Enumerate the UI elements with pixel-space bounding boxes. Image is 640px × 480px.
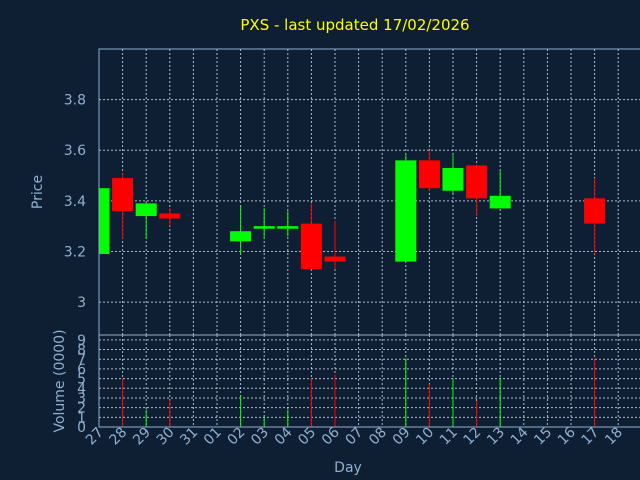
candle-body — [584, 198, 606, 224]
candle — [159, 208, 181, 227]
volume-tick-label: 5 — [77, 372, 86, 388]
candle — [98, 188, 110, 255]
price-tick-label: 3.8 — [64, 93, 86, 109]
candle-body — [112, 178, 134, 211]
x-tick-label: 27 — [83, 425, 107, 449]
candle-body — [466, 165, 488, 199]
y-axis-label: Price — [30, 175, 46, 209]
candle-body — [395, 160, 417, 262]
x-tick-label: 14 — [508, 424, 532, 448]
candle-body — [300, 223, 322, 270]
x-tick-label: 08 — [366, 425, 390, 449]
candle-body — [489, 195, 511, 209]
candle — [324, 221, 346, 270]
volume-panel-frame — [98, 334, 640, 428]
volume-tick-label: 2 — [77, 401, 86, 417]
volume-tick-label: 3 — [77, 391, 86, 407]
x-tick-label: 05 — [295, 425, 319, 449]
candle — [442, 155, 464, 194]
x-tick-label: 03 — [248, 425, 272, 449]
x-tick-label: 18 — [602, 425, 626, 449]
price-tick-labels: 3 3.2 3.4 3.6 3.8 — [64, 93, 86, 311]
candle-body — [418, 160, 440, 189]
candle — [253, 208, 275, 239]
x-tick-label: 07 — [343, 425, 367, 449]
volume-tick-label: 6 — [77, 362, 86, 378]
x-tick-label: 02 — [225, 425, 249, 449]
x-tick-label: 31 — [177, 425, 201, 449]
candle — [135, 203, 157, 239]
price-tick-label: 3.4 — [64, 194, 86, 210]
x-tick-label: 04 — [272, 424, 296, 448]
candle — [300, 203, 322, 270]
volume-axis-label: Volume (0000) — [52, 329, 68, 432]
x-tick-label: 15 — [531, 425, 555, 449]
candle-body — [135, 203, 157, 217]
chart-title: PXS - last updated 17/02/2026 — [240, 16, 469, 34]
candle — [466, 165, 488, 217]
candle-body — [99, 188, 110, 255]
volume-tick-label: 7 — [77, 352, 86, 368]
volume-tick-label: 4 — [77, 381, 86, 397]
x-tick-label: 13 — [484, 425, 508, 449]
x-tick-label: 11 — [437, 425, 461, 449]
x-tick-label: 01 — [201, 425, 225, 449]
x-tick-label: 29 — [130, 425, 154, 449]
candles — [98, 150, 606, 270]
x-tick-label: 10 — [413, 425, 437, 449]
volume-grid — [99, 335, 640, 427]
price-tick-label: 3.6 — [64, 143, 86, 159]
x-axis-label: Day — [334, 460, 362, 476]
candle — [584, 178, 606, 255]
x-tick-label: 17 — [579, 425, 603, 449]
price-tick-label: 3.2 — [64, 244, 86, 260]
candle — [277, 210, 299, 237]
candle-body — [277, 226, 299, 229]
candle-body — [442, 167, 464, 191]
x-tick-label: 16 — [555, 424, 579, 448]
volume-tick-label: 0 — [77, 420, 86, 436]
x-tick-label: 06 — [319, 424, 343, 448]
candle — [395, 155, 417, 262]
x-tick-label: 30 — [154, 425, 178, 449]
x-tick-labels: 27 28 29 30 31 01 02 03 04 05 06 07 08 09 10 11 12 13 14 15… — [83, 424, 626, 448]
price-grid — [99, 49, 640, 335]
price-tick-label: 3 — [77, 295, 86, 311]
candle-body — [159, 213, 181, 219]
volume-tick-label: 1 — [77, 410, 86, 426]
x-tick-label: 28 — [107, 425, 131, 449]
price-panel-frame — [98, 48, 640, 336]
volume-tick-label: 9 — [77, 333, 86, 349]
candle — [489, 170, 511, 209]
x-tick-label: 09 — [390, 425, 414, 449]
volume-tick-label: 8 — [77, 343, 86, 359]
candle — [418, 150, 440, 191]
candle-body — [253, 226, 275, 229]
x-tick-label: 12 — [461, 425, 485, 449]
volume-bars — [122, 358, 596, 427]
candle — [112, 173, 134, 239]
candle — [230, 205, 252, 255]
candle-body — [230, 231, 252, 242]
candle-body — [324, 256, 346, 262]
